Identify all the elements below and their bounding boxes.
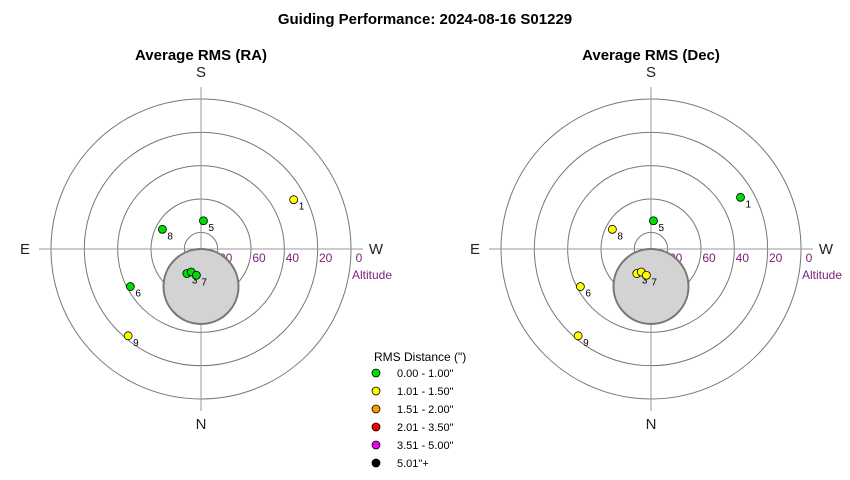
altitude-tick-label: 40 — [736, 251, 750, 265]
legend-marker — [371, 404, 381, 414]
compass-top: S — [196, 64, 206, 81]
data-point-label: 6 — [135, 289, 141, 300]
data-point — [157, 224, 167, 234]
altitude-tick-label: 0 — [806, 251, 813, 265]
data-point — [123, 331, 133, 341]
legend-item-label: 1.51 - 2.00" — [397, 404, 454, 416]
altitude-tick-label: 60 — [702, 251, 716, 265]
compass-left: E — [470, 241, 480, 258]
data-point-label: 5 — [208, 223, 214, 234]
legend-marker — [371, 440, 381, 450]
data-point-label: 7 — [651, 277, 657, 288]
legend-title: RMS Distance (") — [374, 350, 466, 364]
altitude-tick-label: 20 — [319, 251, 333, 265]
data-point — [289, 195, 299, 205]
legend-item-label: 0.00 - 1.00" — [397, 368, 454, 380]
altitude-tick-label: 20 — [769, 251, 783, 265]
data-point-label: 3 — [642, 276, 648, 287]
legend-item-label: 3.51 - 5.00" — [397, 440, 454, 452]
polar-panel-2: Average RMS (Dec)SNEW806040200Altitude13… — [470, 47, 842, 433]
data-point-label: 1 — [745, 199, 751, 210]
data-point — [573, 331, 583, 341]
data-point-label: 9 — [133, 338, 139, 349]
figure-title: Guiding Performance: 2024-08-16 S01229 — [278, 11, 572, 28]
data-point-label: 9 — [583, 338, 589, 349]
compass-bottom: N — [196, 416, 207, 433]
panel-title: Average RMS (Dec) — [582, 47, 720, 64]
altitude-axis-label: Altitude — [802, 268, 842, 282]
data-point-label: 7 — [201, 277, 207, 288]
data-point-label: 3 — [192, 276, 198, 287]
panel-title: Average RMS (RA) — [135, 47, 267, 64]
data-point — [736, 192, 745, 202]
compass-left: E — [20, 241, 30, 258]
legend-marker — [371, 368, 381, 378]
data-point — [649, 216, 658, 226]
compass-bottom: N — [646, 416, 657, 433]
blocked-sky-region — [162, 248, 240, 325]
data-point-label: 8 — [617, 231, 623, 242]
data-point-label: 1 — [299, 202, 305, 213]
legend-item-label: 5.01"+ — [397, 458, 429, 470]
data-point-label: 6 — [585, 289, 591, 300]
data-point-label: 5 — [658, 223, 664, 234]
altitude-axis-label: Altitude — [352, 268, 392, 282]
blocked-sky-region — [612, 248, 690, 325]
legend-marker — [371, 422, 381, 432]
legend-marker — [371, 458, 381, 468]
compass-right: W — [369, 241, 384, 258]
legend-marker — [371, 386, 381, 396]
legend-item-label: 2.01 - 3.50" — [397, 422, 454, 434]
altitude-tick-label: 40 — [286, 251, 300, 265]
compass-right: W — [819, 241, 834, 258]
altitude-tick-label: 0 — [356, 251, 363, 265]
data-point — [191, 270, 201, 280]
data-point — [641, 270, 651, 280]
data-point-label: 8 — [167, 231, 173, 242]
data-point — [575, 282, 585, 291]
data-point — [199, 216, 208, 226]
compass-top: S — [646, 64, 656, 81]
data-point — [125, 282, 135, 291]
polar-panel-1: Average RMS (RA)SNEW806040200Altitude137… — [20, 47, 392, 433]
altitude-tick-label: 60 — [252, 251, 266, 265]
legend-item-label: 1.01 - 1.50" — [397, 386, 454, 398]
data-point — [607, 224, 617, 234]
legend: RMS Distance (") 0.00 - 1.00" 1.01 - 1.50"… — [371, 350, 466, 470]
